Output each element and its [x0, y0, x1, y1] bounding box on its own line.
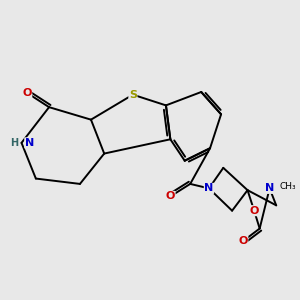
Text: H: H [10, 138, 18, 148]
Text: O: O [238, 236, 248, 246]
Text: CH₃: CH₃ [280, 182, 296, 191]
Text: N: N [25, 138, 34, 148]
Text: N: N [204, 183, 214, 194]
Text: N: N [265, 183, 274, 194]
Text: O: O [250, 206, 259, 216]
Text: S: S [129, 90, 137, 100]
Text: O: O [166, 191, 175, 201]
Text: O: O [22, 88, 32, 98]
